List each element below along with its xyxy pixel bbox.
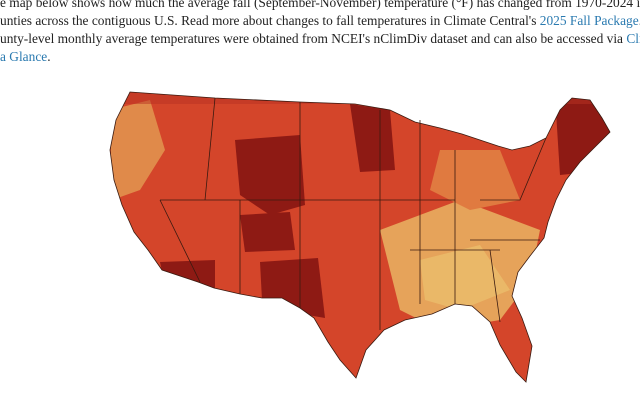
text-line: unty-level monthly average temperatures … [0, 30, 640, 48]
dark-region [160, 260, 215, 292]
light-region [420, 245, 510, 310]
intro-paragraph: e map below shows how much the average f… [0, 0, 640, 66]
text: e map below shows how much the average f… [0, 0, 640, 10]
text-line: a Glance. [0, 48, 640, 66]
text-line: e map below shows how much the average f… [0, 0, 640, 12]
dark-region [260, 258, 325, 318]
text: unties across the contiguous U.S. Read m… [0, 13, 537, 28]
text-line: unties across the contiguous U.S. Read m… [0, 12, 640, 30]
dark-region [235, 135, 305, 215]
light-region [110, 100, 165, 200]
mid-region [430, 150, 520, 210]
dark-region [240, 212, 295, 252]
link[interactable]: 2025 Fall Package [539, 13, 639, 28]
link[interactable]: a Glance [0, 49, 48, 64]
mid-region [110, 92, 610, 104]
text: . [47, 49, 51, 64]
link[interactable]: Climate [626, 31, 640, 46]
state-borders [109, 91, 611, 383]
text: unty-level monthly average temperatures … [0, 31, 623, 46]
text: . [639, 13, 640, 28]
dark-region [350, 104, 395, 172]
